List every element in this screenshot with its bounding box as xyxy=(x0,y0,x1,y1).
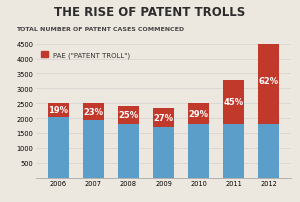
Bar xyxy=(258,124,279,178)
Bar xyxy=(223,80,244,124)
Bar xyxy=(82,104,104,121)
Bar xyxy=(48,117,69,178)
Bar xyxy=(153,108,174,127)
Text: 23%: 23% xyxy=(83,108,103,117)
Bar xyxy=(48,103,69,117)
Bar xyxy=(118,124,139,178)
Text: 25%: 25% xyxy=(118,110,139,120)
Text: 62%: 62% xyxy=(259,77,279,85)
Text: THE RISE OF PATENT TROLLS: THE RISE OF PATENT TROLLS xyxy=(54,6,246,19)
Bar xyxy=(118,106,139,124)
Bar xyxy=(258,38,279,124)
Text: TOTAL NUMBER OF PATENT CASES COMMENCED: TOTAL NUMBER OF PATENT CASES COMMENCED xyxy=(16,27,184,32)
Bar xyxy=(82,121,104,178)
Bar xyxy=(188,125,209,178)
Text: 45%: 45% xyxy=(224,98,244,107)
Bar xyxy=(188,103,209,125)
Text: 19%: 19% xyxy=(48,106,68,115)
Bar xyxy=(153,127,174,178)
Text: 27%: 27% xyxy=(154,113,173,122)
Legend: PAE ("PATENT TROLL"): PAE ("PATENT TROLL") xyxy=(40,50,132,60)
Text: 29%: 29% xyxy=(188,109,208,118)
Bar xyxy=(223,124,244,178)
